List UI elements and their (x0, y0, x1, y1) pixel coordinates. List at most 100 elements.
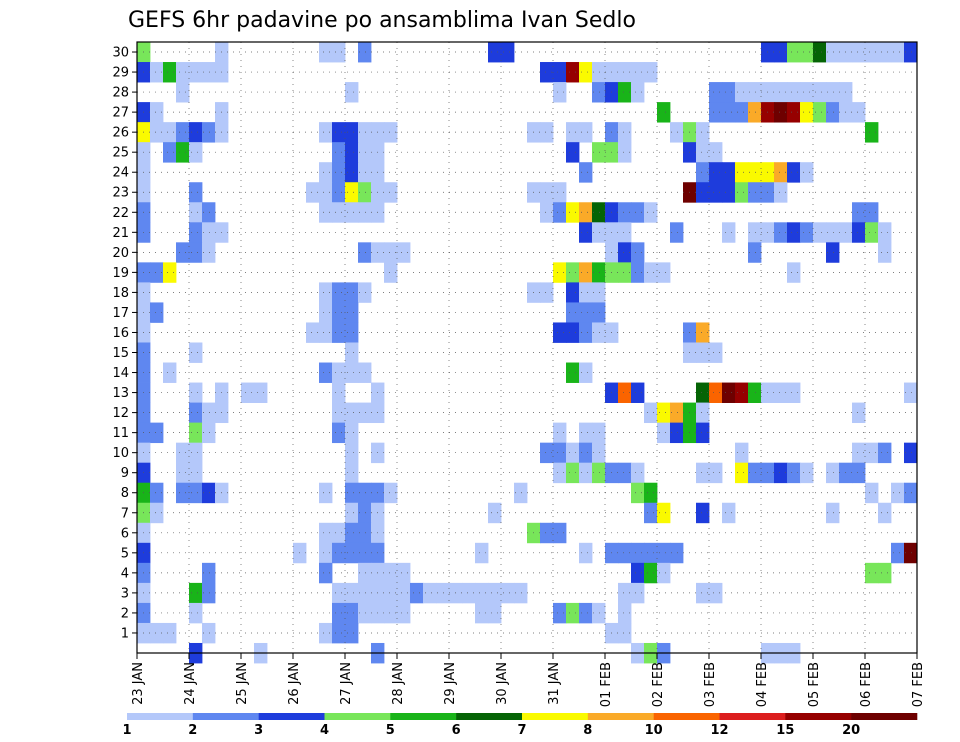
heatmap-cell (566, 62, 580, 83)
heatmap-cell (618, 622, 632, 644)
heatmap-cell (865, 122, 879, 143)
heatmap-cell (579, 362, 593, 383)
heatmap-cell (800, 162, 814, 183)
heatmap-cell (540, 182, 554, 203)
y-tick-label: 16 (112, 326, 129, 341)
heatmap-cell (579, 282, 593, 303)
heatmap-cell (696, 402, 710, 424)
heatmap-cell (696, 322, 710, 343)
heatmap-cell (566, 122, 580, 143)
heatmap-cell (540, 442, 554, 464)
plot-frame (136, 41, 918, 654)
heatmap-cell (579, 162, 593, 183)
heatmap-cell (306, 182, 320, 203)
x-axis: 23 JAN 24 JAN 25 JAN 26 JAN 27 JAN 28 JAN 29 J… (131, 653, 926, 707)
heatmap-cell (202, 402, 216, 424)
heatmap-cell (865, 42, 879, 63)
heatmap-cell (176, 142, 190, 163)
colorbar-swatch (587, 713, 654, 720)
heatmap-cell (787, 262, 801, 283)
heatmap-cell (553, 442, 567, 464)
heatmap-cell (748, 222, 762, 243)
heatmap-cell (618, 462, 632, 484)
heatmap-cell (202, 562, 216, 584)
heatmap-cell (878, 562, 892, 584)
heatmap-cell (709, 582, 723, 604)
y-tick-label: 15 (112, 346, 129, 361)
heatmap-cell (358, 142, 372, 163)
colorbar-swatch (258, 713, 325, 720)
heatmap-cell (202, 622, 216, 644)
y-tick-label: 28 (112, 86, 129, 101)
y-tick-label: 5 (121, 546, 129, 561)
heatmap-cell (657, 102, 671, 123)
heatmap-cell (579, 122, 593, 143)
heatmap-cell (592, 442, 606, 464)
y-tick-label: 3 (121, 586, 129, 601)
y-tick-label: 22 (112, 206, 129, 221)
y-tick-label: 11 (112, 426, 129, 441)
heatmap-cell (163, 122, 177, 143)
heatmap-cell (865, 482, 879, 504)
heatmap-cell (878, 42, 892, 63)
y-tick-label: 9 (121, 466, 129, 481)
heatmap-cell (540, 522, 554, 544)
chart-title: GEFS 6hr padavine po ansamblima Ivan Sed… (128, 8, 636, 33)
heatmap-cell (332, 422, 346, 444)
heatmap-cell (696, 122, 710, 143)
heatmap-cell (709, 342, 723, 363)
heatmap-cell (722, 502, 736, 524)
heatmap-cell (163, 62, 177, 83)
heatmap-cell (553, 82, 567, 103)
x-tick-label: 28 JAN (391, 662, 406, 705)
heatmap-cell (332, 602, 346, 624)
heatmap-cell (631, 262, 645, 283)
heatmap-cell (202, 122, 216, 143)
heatmap-cell (189, 182, 203, 203)
heatmap-cell (631, 242, 645, 263)
heatmap-cell (514, 482, 528, 504)
heatmap-cell (553, 182, 567, 203)
heatmap-cell (722, 222, 736, 243)
y-tick-label: 20 (112, 246, 129, 261)
heatmap-cell (332, 162, 346, 183)
x-tick-label: 23 JAN (131, 662, 146, 705)
heatmap-cell (332, 402, 346, 424)
heatmap-cell (774, 82, 788, 103)
heatmap-cell (189, 382, 203, 403)
heatmap-cell (735, 162, 749, 183)
heatmap-cell (345, 122, 359, 143)
heatmap-cell (774, 222, 788, 243)
heatmap-cell (332, 362, 346, 383)
heatmap-cell (163, 362, 177, 383)
heatmap-cell (189, 242, 203, 263)
heatmap-cell (163, 622, 177, 644)
heatmap-cell (696, 582, 710, 604)
heatmap-cell (774, 382, 788, 403)
y-tick-label: 23 (112, 186, 129, 201)
heatmap-cell (384, 242, 398, 263)
heatmap-cell (644, 402, 658, 424)
heatmap-cell (722, 162, 736, 183)
y-tick-label: 6 (121, 526, 129, 541)
heatmap-cell (553, 422, 567, 444)
heatmap-cell (384, 562, 398, 584)
heatmap-cell (826, 42, 840, 63)
heatmap-cell (345, 482, 359, 504)
heatmap-cell (384, 582, 398, 604)
heatmap-cell (462, 582, 476, 604)
heatmap-cell (592, 462, 606, 484)
heatmap-cell (631, 482, 645, 504)
heatmap-cell (332, 282, 346, 303)
heatmap-cell (618, 542, 632, 564)
heatmap-cell (397, 582, 411, 604)
heatmap-cell (566, 462, 580, 484)
heatmap-cell (618, 62, 632, 83)
heatmap-cell (345, 402, 359, 424)
y-tick-label: 26 (112, 126, 129, 141)
heatmap-cell (176, 82, 190, 103)
heatmap-cell (891, 42, 905, 63)
heatmap-cell (592, 602, 606, 624)
heatmap-cell (670, 122, 684, 143)
heatmap-cell (904, 482, 918, 504)
